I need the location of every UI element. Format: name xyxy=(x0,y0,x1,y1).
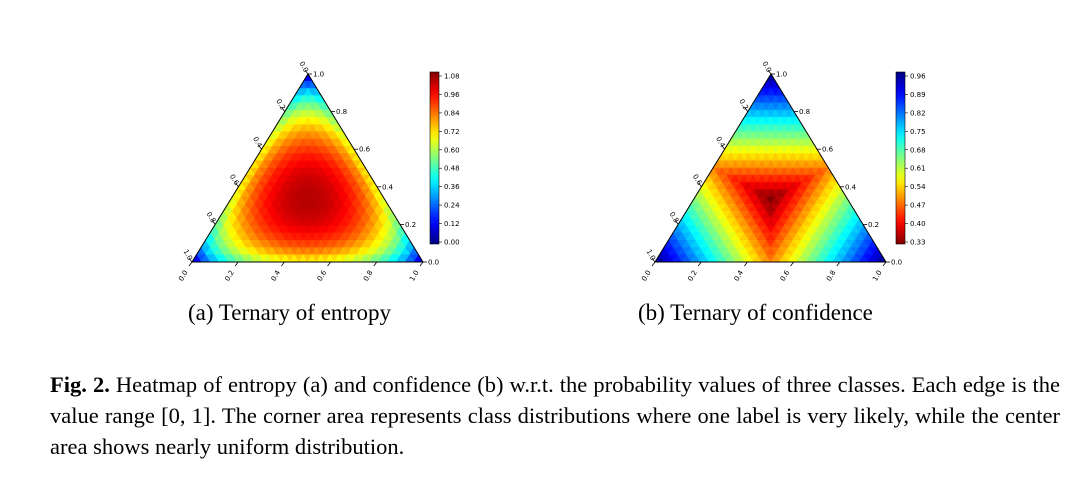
colorbar-a: 1.08 0.96 0.84 0.72 0.60 0.48 0.36 0.24 0.12 0.00 xyxy=(429,71,460,247)
colorbar-tick-label: 0.84 xyxy=(444,109,460,117)
tick-mark xyxy=(211,220,216,225)
tick-mark xyxy=(258,144,262,150)
heatmap-b xyxy=(654,73,887,263)
ternary-frame xyxy=(654,73,887,263)
colorbar-tick-label: 0.72 xyxy=(444,128,460,136)
colorbar-tick-label: 0.75 xyxy=(910,128,926,136)
tick-mark xyxy=(234,261,239,267)
colorbar-tick-label: 0.24 xyxy=(444,202,460,210)
bottom-tick-label: 0.2 xyxy=(686,269,698,283)
tick-mark xyxy=(188,257,193,263)
right-tick-label: 0.0 xyxy=(428,259,439,267)
tick-mark xyxy=(698,182,702,188)
bottom-tick-label: 0.4 xyxy=(733,269,746,283)
right-tick-label: 0.6 xyxy=(359,146,371,154)
bottom-tick-label: 1.0 xyxy=(871,269,883,283)
tick-mark xyxy=(281,107,286,112)
right-tick-label: 1.0 xyxy=(313,71,324,79)
tick-mark xyxy=(235,182,239,188)
right-tick-label: 0.4 xyxy=(382,183,394,191)
bottom-tick-label: 0.2 xyxy=(223,269,235,283)
bottom-tick-label: 0.8 xyxy=(362,269,374,283)
ternary-confidence-plot: 0.0 1.0 0.0 0.2 0.8 0.2 0.4 0.6 0.4 0.6 0.4 0.6 0.8 0… xyxy=(640,60,926,282)
colorbar-tick-label: 0.36 xyxy=(444,183,460,191)
tick-mark xyxy=(651,261,656,267)
right-tick-label: 1.0 xyxy=(776,71,787,79)
left-tick-label: 1.0 xyxy=(644,248,656,262)
colorbar-bar xyxy=(429,71,440,245)
colorbar-tick-label: 0.47 xyxy=(910,202,926,210)
caption-text: Heatmap of entropy (a) and confidence (b… xyxy=(50,372,1060,459)
tick-mark xyxy=(188,261,193,267)
heatmap-cell xyxy=(766,73,776,82)
colorbar-tick-label: 0.33 xyxy=(910,239,926,247)
colorbar-b: 0.96 0.89 0.82 0.75 0.68 0.61 0.54 0.47 0.40 0.33 xyxy=(895,71,926,247)
tick-mark xyxy=(327,261,331,267)
tick-mark xyxy=(767,69,772,75)
tick-mark xyxy=(836,261,841,267)
tick-mark xyxy=(651,257,656,263)
bottom-tick-label: 0.6 xyxy=(779,269,792,283)
right-tick-label: 0.2 xyxy=(868,221,879,229)
colorbar-tick-label: 0.48 xyxy=(444,165,460,173)
colorbar-tick-label: 0.60 xyxy=(444,146,460,154)
colorbar-tick-label: 0.12 xyxy=(444,220,460,228)
subcaption-a: (a) Ternary of entropy xyxy=(188,300,391,325)
ternary-frame xyxy=(191,73,424,263)
tick-mark xyxy=(304,69,309,75)
right-tick-label: 0.8 xyxy=(799,108,810,116)
colorbar-tick-label: 0.96 xyxy=(910,73,926,81)
heatmap-cell xyxy=(303,73,313,82)
tick-mark xyxy=(744,107,749,112)
subcaption-b: (b) Ternary of confidence xyxy=(638,300,873,325)
right-tick-label: 0.0 xyxy=(891,259,902,267)
left-tick-label: 0.4 xyxy=(714,135,727,149)
colorbar-tick-label: 0.89 xyxy=(910,91,926,99)
right-tick-label: 0.8 xyxy=(336,108,347,116)
left-tick-label: 0.6 xyxy=(691,173,704,187)
tick-mark xyxy=(419,261,424,267)
bottom-tick-label: 0.0 xyxy=(640,269,652,283)
left-tick-label: 0.8 xyxy=(205,211,217,225)
tick-mark xyxy=(697,261,702,267)
tick-mark xyxy=(744,261,748,267)
tick-mark xyxy=(373,261,378,267)
bottom-tick-label: 0.6 xyxy=(316,269,329,283)
left-tick-label: 0.2 xyxy=(274,98,286,112)
left-tick-label: 0.4 xyxy=(251,135,264,149)
bottom-tick-label: 0.4 xyxy=(270,269,283,283)
left-tick-label: 0.0 xyxy=(760,60,772,74)
colorbar-bar xyxy=(895,71,906,245)
colorbar-tick-label: 0.82 xyxy=(910,109,926,117)
ternary-entropy-plot: 0.0 1.0 0.0 0.2 0.8 0.2 0.4 0.6 0.4 0.6 0.4 0.6 0.8 0… xyxy=(177,60,460,282)
right-tick-label: 0.2 xyxy=(405,221,416,229)
right-tick-label: 0.6 xyxy=(822,146,834,154)
left-tick-label: 1.0 xyxy=(181,248,193,262)
bottom-tick-label: 0.0 xyxy=(177,269,189,283)
bottom-tick-label: 1.0 xyxy=(408,269,420,283)
colorbar-tick-label: 0.54 xyxy=(910,183,926,191)
colorbar-tick-label: 0.40 xyxy=(910,220,926,228)
colorbar-tick-label: 0.68 xyxy=(910,146,926,154)
bottom-tick-label: 0.8 xyxy=(825,269,837,283)
heatmap-a xyxy=(191,73,424,263)
colorbar-tick-label: 0.61 xyxy=(910,165,926,173)
left-tick-label: 0.8 xyxy=(668,211,680,225)
colorbar-tick-label: 0.00 xyxy=(444,239,460,247)
tick-mark xyxy=(721,144,725,150)
left-tick-label: 0.2 xyxy=(737,98,749,112)
tick-mark xyxy=(674,220,679,225)
figure-caption: Fig. 2. Heatmap of entropy (a) and confi… xyxy=(50,369,1060,462)
colorbar-tick-label: 1.08 xyxy=(444,73,460,81)
colorbar-tick-label: 0.96 xyxy=(444,91,460,99)
caption-label: Fig. 2. xyxy=(50,372,110,397)
tick-mark xyxy=(790,261,794,267)
tick-mark xyxy=(281,261,285,267)
left-tick-label: 0.0 xyxy=(297,60,309,74)
left-tick-label: 0.6 xyxy=(228,173,241,187)
right-tick-label: 0.4 xyxy=(845,183,857,191)
tick-mark xyxy=(882,261,887,267)
